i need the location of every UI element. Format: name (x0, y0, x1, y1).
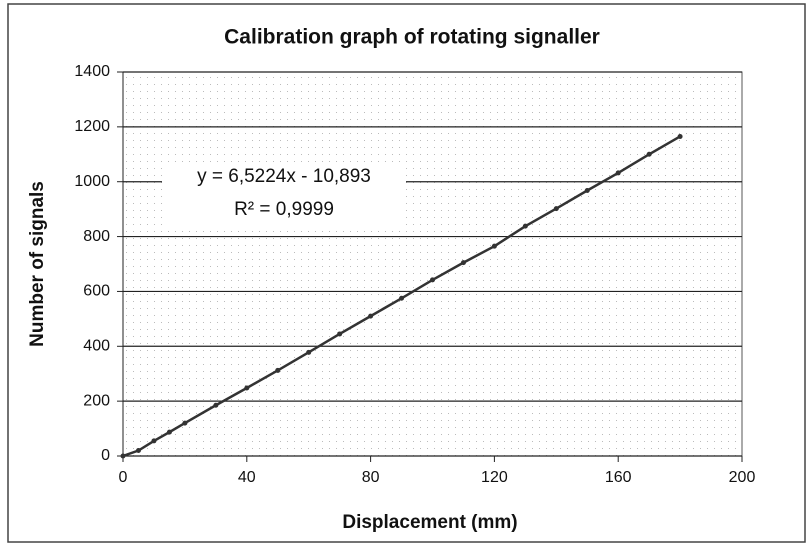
annotation-box (162, 162, 406, 226)
y-axis-label: Number of signals (27, 181, 48, 347)
point (615, 170, 621, 176)
plot-area (122, 71, 743, 457)
point (213, 402, 219, 408)
point (182, 420, 188, 426)
marks: 0 200 400 600 800 1000 1200 1400 0 40 80 120 160 200 (74, 63, 755, 486)
y-tick-label: 1200 (74, 118, 110, 135)
point (337, 331, 343, 337)
y-tick-label: 600 (83, 283, 110, 300)
point (646, 151, 652, 157)
y-tick-label: 0 (101, 447, 110, 464)
point (368, 313, 374, 319)
x-tick-label: 120 (481, 469, 508, 486)
point (553, 206, 559, 212)
x-axis-label: Displacement (mm) (342, 512, 517, 533)
point (120, 453, 126, 459)
point (460, 260, 466, 266)
point (244, 385, 250, 391)
y-tick-label: 800 (83, 228, 110, 245)
point (135, 448, 141, 454)
y-tick-label: 1400 (74, 63, 110, 80)
y-tick-label: 400 (83, 338, 110, 355)
x-tick-label: 40 (238, 469, 256, 486)
point (522, 223, 528, 229)
point (275, 367, 281, 373)
x-tick-label: 0 (119, 469, 128, 486)
point (399, 295, 405, 301)
point (677, 133, 683, 139)
point (430, 277, 435, 283)
point (306, 349, 312, 355)
point (151, 438, 157, 444)
point (584, 187, 590, 193)
x-tick-label: 160 (605, 469, 632, 486)
equation: y = 6,5224x - 10,893 (197, 166, 371, 187)
y-tick-label: 1000 (74, 173, 110, 190)
point (166, 429, 172, 435)
r-squared: R² = 0,9999 (234, 199, 334, 220)
chart-title: Calibration graph of rotating signaller (224, 26, 600, 49)
x-tick-label: 200 (729, 469, 756, 486)
point (491, 243, 497, 249)
y-tick-label: 200 (83, 392, 110, 409)
x-tick-label: 80 (362, 469, 380, 486)
